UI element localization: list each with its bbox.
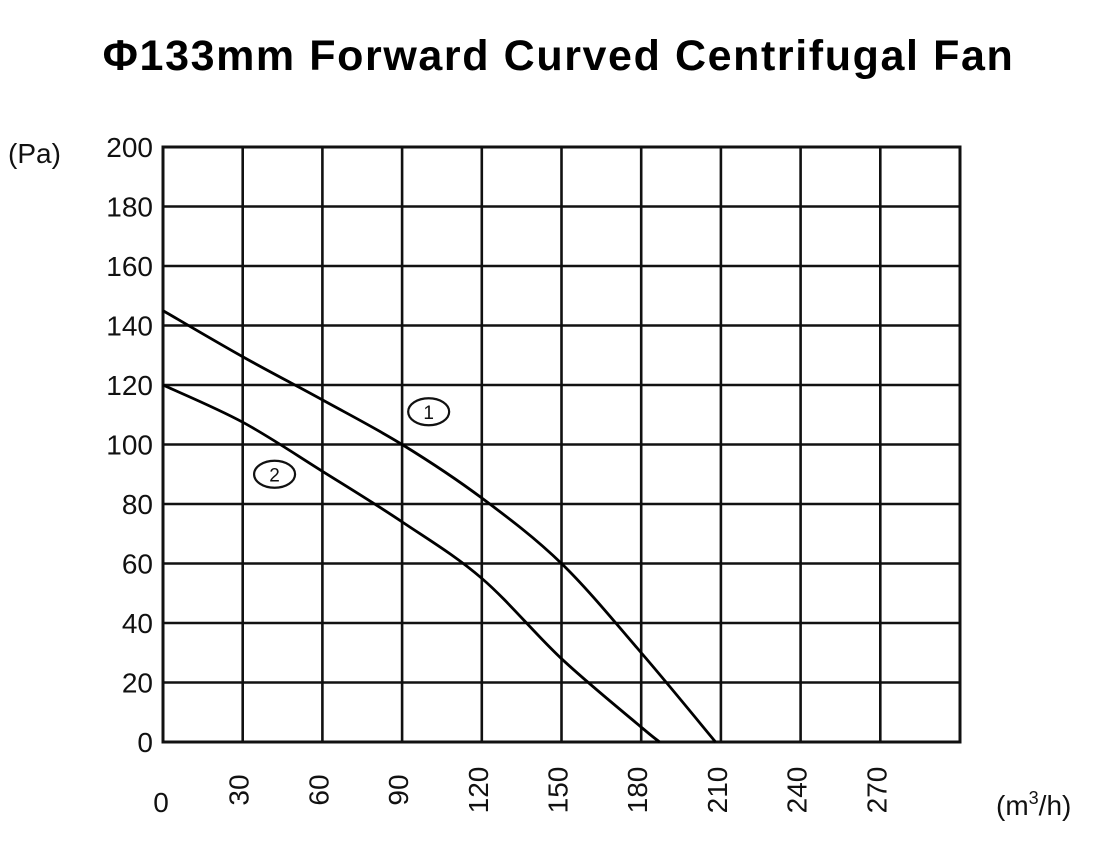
- x-tick-label: 180: [622, 767, 653, 814]
- curve-label-2: 2: [269, 465, 280, 486]
- y-axis-tick-labels: 0 20 40 60 80 100 120 140 160 180 200: [106, 132, 153, 758]
- y-tick-label: 40: [122, 608, 153, 639]
- y-tick-label: 200: [106, 132, 153, 163]
- x-tick-label: 120: [463, 767, 494, 814]
- curve-2: [162, 383, 661, 744]
- y-tick-label: 80: [122, 489, 153, 520]
- x-tick-label: 150: [543, 767, 574, 814]
- x-tick-label: 270: [861, 767, 892, 814]
- y-tick-label: 140: [106, 311, 153, 342]
- y-tick-label: 20: [122, 668, 153, 699]
- y-tick-label: 0: [137, 727, 153, 758]
- x-tick-label: 30: [224, 774, 255, 805]
- curve-labels: 12: [250, 396, 453, 490]
- x-axis-unit-label: (m3/h): [996, 788, 1071, 821]
- curve-label-1: 1: [423, 403, 434, 424]
- x-axis-tick-labels: 0 30 60 90 120 150 180 210 240 270: [153, 767, 892, 818]
- y-axis-unit-label: (Pa): [8, 138, 61, 169]
- y-tick-label: 120: [106, 370, 153, 401]
- y-tick-label: 180: [106, 192, 153, 223]
- x-tick-label: 210: [702, 767, 733, 814]
- curve-1: [162, 309, 717, 743]
- y-tick-label: 160: [106, 251, 153, 282]
- curve-label-ellipse: [252, 459, 297, 489]
- curve-label-ellipse: [407, 397, 451, 427]
- x-tick-label: 240: [782, 767, 813, 814]
- x-tick-label: 0: [153, 787, 169, 818]
- y-tick-label: 60: [122, 549, 153, 580]
- x-tick-label: 90: [383, 774, 414, 805]
- x-tick-label: 60: [303, 774, 334, 805]
- plot-frame: [161, 145, 962, 744]
- y-tick-label: 100: [106, 430, 153, 461]
- chart-title: Φ133mm Forward Curved Centrifugal Fan: [102, 32, 1015, 80]
- performance-curves: [162, 309, 717, 744]
